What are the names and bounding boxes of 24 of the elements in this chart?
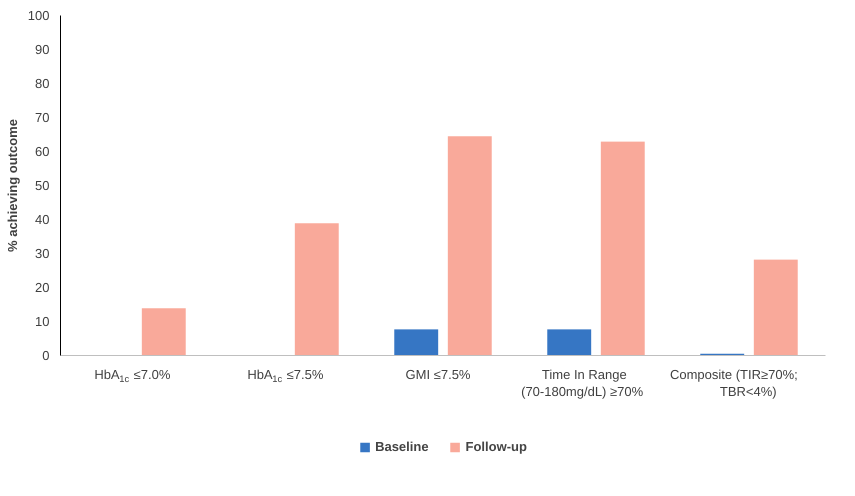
y-tick-label: 70 (35, 110, 50, 125)
bar (448, 136, 492, 356)
y-tick-label: 40 (35, 212, 50, 227)
y-tick-label: 20 (35, 280, 50, 295)
y-tick-label: 60 (35, 144, 50, 159)
bar (142, 308, 186, 356)
y-tick-label: 50 (35, 178, 50, 193)
x-tick-label: Composite (TIR≥70%; TBR<4%) (670, 367, 798, 399)
x-tick-label: GMI ≤7.5% (406, 367, 471, 382)
bar (547, 329, 592, 356)
bar (394, 329, 438, 356)
y-tick-label: 80 (35, 76, 50, 91)
y-tick-label: 90 (35, 42, 50, 57)
y-tick-label: 0 (42, 348, 50, 363)
bar (754, 260, 798, 356)
y-axis-title: % achieving outcome (4, 119, 20, 252)
y-tick-label: 10 (35, 314, 50, 329)
legend-label: Baseline (375, 439, 429, 454)
legend-label: Follow-up (466, 439, 527, 454)
y-tick-label: 100 (28, 8, 50, 23)
bar (294, 223, 339, 356)
x-tick-label: Time In Range (70-180mg/dL) ≥70% (521, 367, 644, 399)
y-tick-label: 30 (35, 246, 50, 261)
bar (600, 142, 645, 356)
